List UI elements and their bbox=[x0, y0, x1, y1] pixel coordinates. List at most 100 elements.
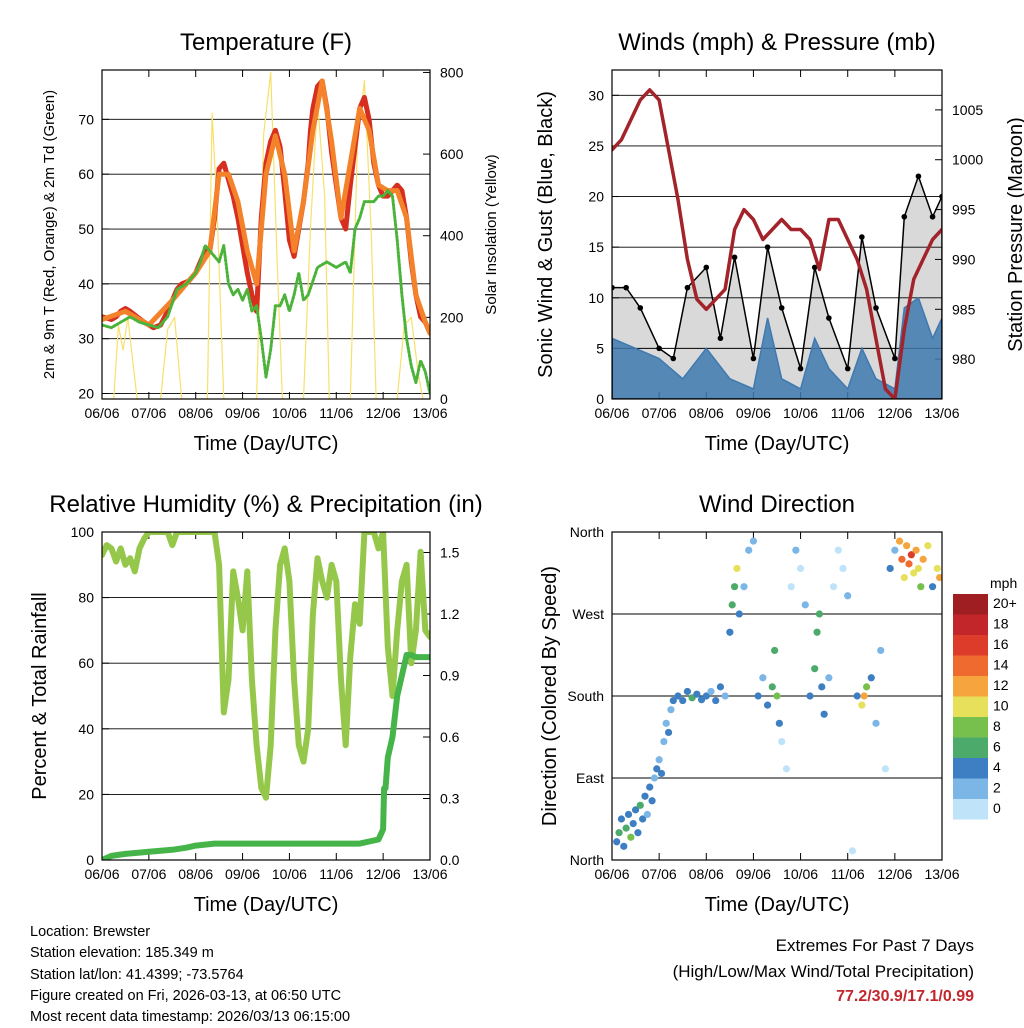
direction-point bbox=[646, 783, 654, 791]
gust-point bbox=[750, 355, 757, 362]
y-tick-label: 5 bbox=[596, 340, 604, 356]
x-tick-label: 13/06 bbox=[412, 866, 447, 882]
x-tick-label: 08/06 bbox=[178, 405, 213, 421]
direction-point bbox=[620, 842, 628, 850]
x-tick-label: 07/06 bbox=[642, 405, 677, 421]
y-tick-label: North bbox=[570, 524, 604, 540]
series-total-rainfall bbox=[102, 652, 430, 860]
info-elevation: Station elevation: 185.349 m bbox=[30, 945, 214, 962]
direction-point bbox=[683, 687, 692, 696]
direction-point bbox=[653, 765, 661, 773]
x-tick-label: 06/06 bbox=[84, 866, 119, 882]
info-recent: Most recent data timestamp: 2026/03/13 0… bbox=[30, 1009, 351, 1026]
direction-point bbox=[740, 583, 748, 591]
series-2m-td bbox=[102, 189, 430, 395]
y-tick-label: West bbox=[572, 606, 604, 622]
plot-frame bbox=[611, 69, 943, 400]
legend-label: 10 bbox=[993, 698, 1009, 714]
direction-point bbox=[735, 610, 743, 618]
info-created: Figure created on Fri, 2026-03-13, at 06… bbox=[30, 987, 342, 1004]
series-gust-envelope- bbox=[612, 174, 942, 399]
direction-point bbox=[641, 792, 649, 800]
gust-point bbox=[731, 254, 738, 261]
direction-point bbox=[664, 728, 673, 737]
legend-swatch bbox=[953, 594, 988, 615]
x-tick-label: 07/06 bbox=[131, 405, 166, 421]
series-relative-humidity bbox=[102, 532, 430, 801]
x-tick-label: 10/06 bbox=[272, 405, 307, 421]
y-tick-label: 70 bbox=[78, 111, 94, 127]
direction-point bbox=[679, 696, 687, 705]
y-tick-label: 20 bbox=[588, 189, 604, 205]
direction-point bbox=[613, 838, 621, 846]
x-tick-label: 08/06 bbox=[689, 866, 724, 882]
x-axis-label: Time (Day/UTC) bbox=[194, 433, 339, 455]
legend-swatch bbox=[953, 635, 988, 656]
y-right-tick-label: 995 bbox=[952, 202, 976, 218]
direction-point bbox=[650, 774, 659, 782]
direction-point bbox=[702, 692, 710, 700]
direction-point bbox=[782, 765, 791, 773]
direction-point bbox=[912, 546, 920, 554]
y-axis-label: Direction (Colored By Speed) bbox=[539, 566, 561, 826]
direction-point bbox=[627, 833, 635, 841]
direction-point bbox=[825, 674, 833, 682]
plot-frame bbox=[101, 69, 431, 400]
direction-point bbox=[759, 674, 767, 682]
direction-point bbox=[617, 815, 626, 823]
direction-point bbox=[811, 665, 819, 673]
x-axis-label: Time (Day/UTC) bbox=[705, 894, 850, 916]
direction-point bbox=[629, 819, 637, 828]
gust-point bbox=[811, 264, 818, 271]
direction-point bbox=[749, 537, 758, 545]
y-tick-label: East bbox=[576, 770, 604, 786]
direction-point bbox=[881, 765, 890, 773]
direction-point bbox=[839, 564, 847, 573]
direction-point bbox=[860, 692, 868, 700]
x-axis-label: Time (Day/UTC) bbox=[705, 433, 850, 455]
gust-point bbox=[684, 284, 691, 291]
direction-point bbox=[745, 546, 753, 554]
plot-frame bbox=[101, 531, 431, 861]
gust-point bbox=[764, 244, 771, 250]
y-tick-label: 80 bbox=[78, 590, 94, 606]
direction-point bbox=[754, 692, 762, 700]
plot-area bbox=[612, 88, 942, 399]
info-latlon: Station lat/lon: 41.4399; -73.5764 bbox=[30, 966, 244, 983]
x-tick-label: 08/06 bbox=[689, 405, 724, 421]
gust-point bbox=[612, 284, 615, 291]
x-axis-label: Time (Day/UTC) bbox=[194, 894, 339, 916]
y-right-tick-label: 1000 bbox=[952, 152, 983, 168]
direction-point bbox=[716, 683, 725, 691]
x-tick-label: 13/06 bbox=[412, 405, 447, 421]
legend-label: 6 bbox=[993, 739, 1001, 755]
x-tick-label: 06/06 bbox=[594, 405, 629, 421]
y-right-tick-label: 0.9 bbox=[440, 668, 460, 684]
x-tick-label: 13/06 bbox=[924, 405, 959, 421]
direction-point bbox=[655, 756, 663, 764]
direction-point bbox=[813, 628, 821, 636]
y-tick-label: 20 bbox=[78, 386, 94, 402]
legend-label: 4 bbox=[993, 759, 1001, 775]
direction-point bbox=[787, 583, 795, 591]
direction-point bbox=[862, 683, 871, 691]
direction-point bbox=[806, 692, 814, 700]
y-tick-label: 40 bbox=[78, 276, 94, 292]
direction-point bbox=[903, 542, 911, 550]
direction-point bbox=[763, 701, 772, 709]
gust-point bbox=[826, 315, 832, 321]
extremes-subtitle: (High/Low/Max Wind/Total Precipitation) bbox=[672, 961, 974, 981]
direction-point bbox=[818, 683, 826, 691]
legend-swatch bbox=[953, 758, 988, 779]
direction-point bbox=[792, 546, 800, 554]
y-right-tick-label: 800 bbox=[440, 64, 464, 80]
direction-point bbox=[877, 646, 885, 655]
legend-title: mph bbox=[990, 575, 1017, 591]
chart-title: Temperature (F) bbox=[180, 29, 352, 56]
legend-label: 16 bbox=[993, 636, 1009, 652]
legend-swatch bbox=[953, 614, 988, 635]
y-right-tick-label: 985 bbox=[952, 301, 976, 317]
extremes-values: 77.2/30.9/17.1/0.99 bbox=[836, 988, 974, 1005]
plot-area bbox=[102, 71, 430, 399]
